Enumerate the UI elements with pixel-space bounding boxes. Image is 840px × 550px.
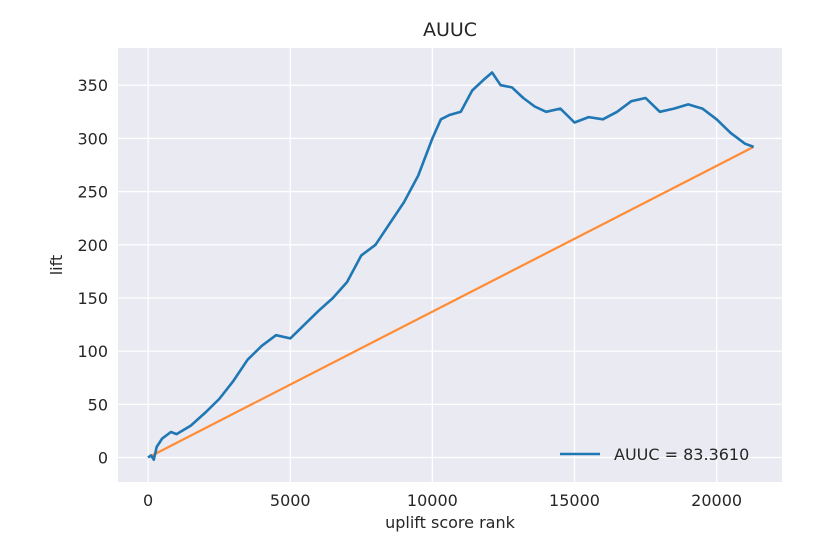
- y-tick-label: 200: [77, 236, 108, 255]
- tick-labels: 0 5000 10000 15000 20000 0 50 100 150 200 250 300 35…: [77, 76, 742, 510]
- x-tick-label: 20000: [691, 491, 742, 510]
- y-tick-label: 0: [98, 449, 108, 468]
- y-tick-label: 300: [77, 129, 108, 148]
- legend-entry-auuc: AUUC = 83.3610: [614, 445, 749, 464]
- series-line-baseline: [147, 145, 755, 459]
- x-tick-label: 10000: [407, 491, 458, 510]
- y-tick-label: 350: [77, 76, 108, 95]
- x-axis-label: uplift score rank: [385, 513, 516, 532]
- y-tick-label: 100: [77, 342, 108, 361]
- plot-background: [118, 48, 782, 482]
- x-tick-label: 0: [143, 491, 153, 510]
- y-tick-label: 250: [77, 183, 108, 202]
- grid-lines: [118, 48, 782, 482]
- y-tick-label: 150: [77, 289, 108, 308]
- y-axis-label: lift: [47, 255, 66, 276]
- series-layer: [147, 71, 755, 462]
- y-tick-label: 50: [88, 395, 108, 414]
- series-line-auuc: [147, 71, 755, 462]
- x-tick-label: 5000: [270, 491, 311, 510]
- chart-title: AUUC: [423, 19, 477, 41]
- x-tick-label: 15000: [549, 491, 600, 510]
- legend: AUUC = 83.3610: [560, 445, 749, 464]
